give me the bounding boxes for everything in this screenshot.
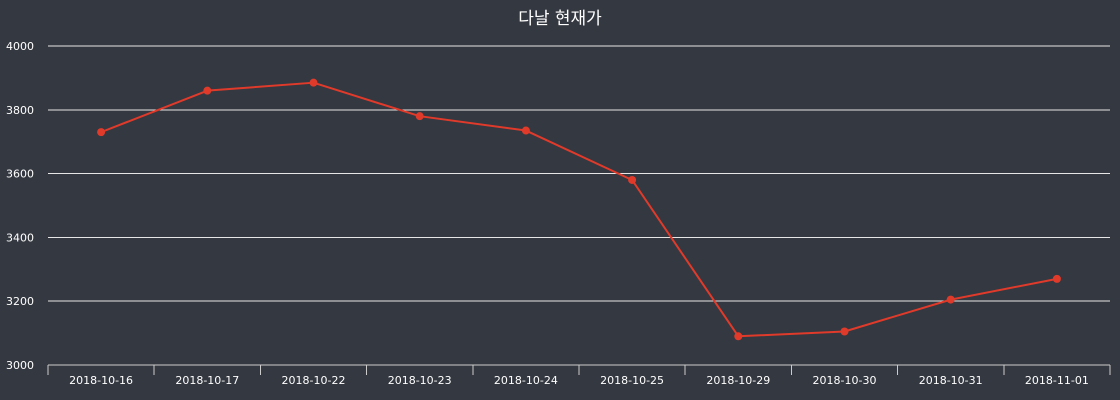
x-tick-label: 2018-10-29 [706, 374, 770, 387]
grid-lines [48, 45, 1110, 302]
x-axis-tick-labels: 2018-10-16 2018-10-17 2018-10-22 2018-10-23… [69, 374, 1089, 387]
y-tick-label: 3200 [6, 295, 34, 308]
x-tick-label: 2018-10-24 [494, 374, 558, 387]
data-point [97, 128, 106, 137]
x-tick-label: 2018-11-01 [1025, 374, 1089, 387]
x-axis [47, 364, 1111, 375]
data-point [946, 295, 955, 304]
series-line [100, 81, 1058, 338]
x-tick-label: 2018-10-30 [813, 374, 877, 387]
y-tick-label: 3800 [6, 104, 34, 117]
data-point [521, 126, 530, 135]
x-tick-label: 2018-10-31 [919, 374, 983, 387]
data-point [309, 78, 318, 87]
y-tick-label: 3600 [6, 168, 34, 181]
data-point [628, 175, 637, 184]
data-point [203, 86, 212, 95]
data-point [1052, 274, 1061, 283]
x-tick-label: 2018-10-17 [175, 374, 239, 387]
x-tick-label: 2018-10-25 [600, 374, 664, 387]
x-tick-label: 2018-10-16 [69, 374, 133, 387]
y-tick-label: 3000 [6, 359, 34, 372]
x-tick-label: 2018-10-22 [282, 374, 346, 387]
data-point [840, 327, 849, 336]
y-tick-label: 4000 [6, 40, 34, 53]
chart-title: 다날 현재가 [518, 9, 602, 29]
data-point [734, 332, 743, 341]
y-axis-tick-labels: 3000 3200 3400 3600 3800 4000 [6, 40, 34, 372]
y-tick-label: 3400 [6, 231, 34, 244]
x-tick-label: 2018-10-23 [388, 374, 452, 387]
series-layer [97, 78, 1061, 341]
data-point [415, 112, 424, 121]
